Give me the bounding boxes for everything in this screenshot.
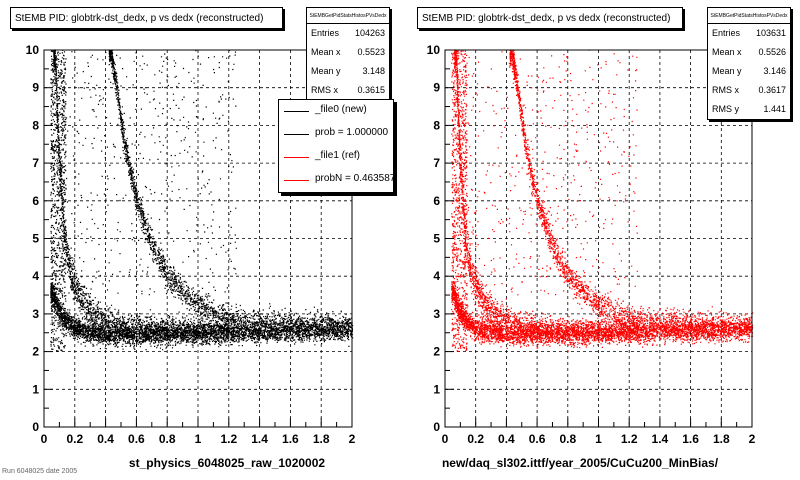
y-tick-label: 3 xyxy=(433,307,440,321)
y-tick-label: 9 xyxy=(433,81,440,95)
left-chart-title: StEMB PID: globtrk-dst_dedx, p vs dedx (… xyxy=(10,7,283,29)
left-stats-box: StEMBGetPidStatsHistosPVsDedx Entries 104… xyxy=(306,7,390,101)
x-tick-label: 1.2 xyxy=(621,432,638,446)
x-tick-label: 0.6 xyxy=(128,432,145,446)
right-stats-rms-y: RMS y 1.441 xyxy=(712,104,786,114)
x-tick-label: 0.8 xyxy=(159,432,176,446)
legend-entry-prob: prob = 1.000000 xyxy=(279,123,393,146)
left-chart-panel: 0 0.2 0.4 0.6 0.8 1 1.2 1.4 1.6 1.8 2 0 1 2 3 4 5 6 7 8 9 10 … xyxy=(10,7,394,470)
x-tick-label: 1 xyxy=(195,432,202,446)
y-tick-label: 0 xyxy=(32,420,39,434)
y-tick-label: 1 xyxy=(433,382,440,396)
x-tick-label: 1.6 xyxy=(682,432,699,446)
y-tick-label: 4 xyxy=(433,269,440,283)
y-tick-label: 4 xyxy=(32,269,39,283)
right-stats-header: StEMBGetPidStatsHistosPVsDedx xyxy=(708,8,790,24)
left-x-axis-label: st_physics_6048025_raw_1020002 xyxy=(128,456,326,470)
x-tick-label: 1.4 xyxy=(251,432,268,446)
x-tick-label: 1.2 xyxy=(220,432,237,446)
data-points xyxy=(451,49,754,352)
y-tick-label: 6 xyxy=(32,194,39,208)
left-stats-mean-x: Mean x 0.5523 xyxy=(311,47,385,57)
y-tick-label: 0 xyxy=(433,420,440,434)
x-tick-label: 1.8 xyxy=(313,432,330,446)
legend-entry-probn: probN = 0.463587 xyxy=(279,169,393,192)
left-stats-mean-y: Mean y 3.148 xyxy=(311,66,385,76)
y-tick-label: 3 xyxy=(32,307,39,321)
legend-entry-file1: _file1 (ref) xyxy=(279,146,393,169)
x-tick-label: 0.6 xyxy=(529,432,546,446)
right-chart-panel: 0 0.2 0.4 0.6 0.8 1 1.2 1.4 1.6 1.8 2 0 1 2 3 4 5 6 7 8 9 10 … xyxy=(400,0,800,480)
left-scatter-plot: 0 0.2 0.4 0.6 0.8 1 1.2 1.4 1.6 1.8 2 0 1 2 3 4 5 6 7 8 9 10 xyxy=(26,43,356,446)
x-tick-label: 0.4 xyxy=(97,432,114,446)
x-tick-label: 0 xyxy=(41,432,48,446)
y-tick-label: 2 xyxy=(32,345,39,359)
right-stats-mean-y: Mean y 3.146 xyxy=(712,66,786,76)
x-tick-label: 0.2 xyxy=(66,432,83,446)
left-stats-header: StEMBGetPidStatsHistosPVsDedx xyxy=(307,8,389,24)
grid-lines xyxy=(44,50,352,427)
y-tick-label: 7 xyxy=(433,156,440,170)
legend-swatch xyxy=(284,134,309,135)
x-tick-label: 0.4 xyxy=(498,432,515,446)
legend-swatch xyxy=(284,180,309,181)
right-stats-rms-x: RMS x 0.3617 xyxy=(712,85,786,95)
x-tick-label: 1.4 xyxy=(652,432,669,446)
x-tick-label: 2 xyxy=(749,432,756,446)
y-tick-label: 5 xyxy=(32,232,39,246)
x-tick-label: 1.6 xyxy=(282,432,299,446)
y-tick-label: 10 xyxy=(26,43,40,57)
footer-text: Run 6048025 date 2005 xyxy=(2,468,78,475)
legend-swatch xyxy=(284,111,309,112)
right-stats-entries: Entries 103631 xyxy=(712,28,786,38)
legend-swatch xyxy=(284,157,309,158)
axis-ticks xyxy=(43,49,353,428)
left-stats-entries: Entries 104263 xyxy=(311,28,385,38)
y-tick-label: 5 xyxy=(433,232,440,246)
x-tick-label: 2 xyxy=(349,432,356,446)
x-tick-label: 0.2 xyxy=(467,432,484,446)
legend: _file0 (new) prob = 1.000000 _file1 (ref… xyxy=(278,99,394,193)
right-x-axis-label: new/daq_sl302.ittf/year_2005/CuCu200_Min… xyxy=(441,456,719,470)
y-tick-label: 2 xyxy=(433,345,440,359)
right-stats-mean-x: Mean x 0.5526 xyxy=(712,47,786,57)
legend-entry-file0: _file0 (new) xyxy=(279,100,393,123)
grid-lines xyxy=(445,50,752,427)
y-tick-label: 8 xyxy=(433,118,440,132)
y-tick-label: 6 xyxy=(433,194,440,208)
x-tick-label: 1.8 xyxy=(713,432,730,446)
y-tick-label: 8 xyxy=(32,118,39,132)
left-stats-rms-x: RMS x 0.3615 xyxy=(311,85,385,95)
x-tick-label: 1 xyxy=(595,432,602,446)
right-chart-title: StEMB PID: globtrk-dst_dedx, p vs dedx (… xyxy=(417,7,683,29)
y-tick-label: 9 xyxy=(32,81,39,95)
x-tick-label: 0 xyxy=(442,432,449,446)
data-points xyxy=(50,49,354,352)
right-scatter-plot: 0 0.2 0.4 0.6 0.8 1 1.2 1.4 1.6 1.8 2 0 1 2 3 4 5 6 7 8 9 10 xyxy=(427,43,756,446)
y-tick-label: 1 xyxy=(32,382,39,396)
axis-ticks xyxy=(444,49,753,428)
right-stats-box: StEMBGetPidStatsHistosPVsDedx Entries 103… xyxy=(707,7,791,120)
x-tick-label: 0.8 xyxy=(559,432,576,446)
y-tick-label: 10 xyxy=(427,43,441,57)
y-tick-label: 7 xyxy=(32,156,39,170)
